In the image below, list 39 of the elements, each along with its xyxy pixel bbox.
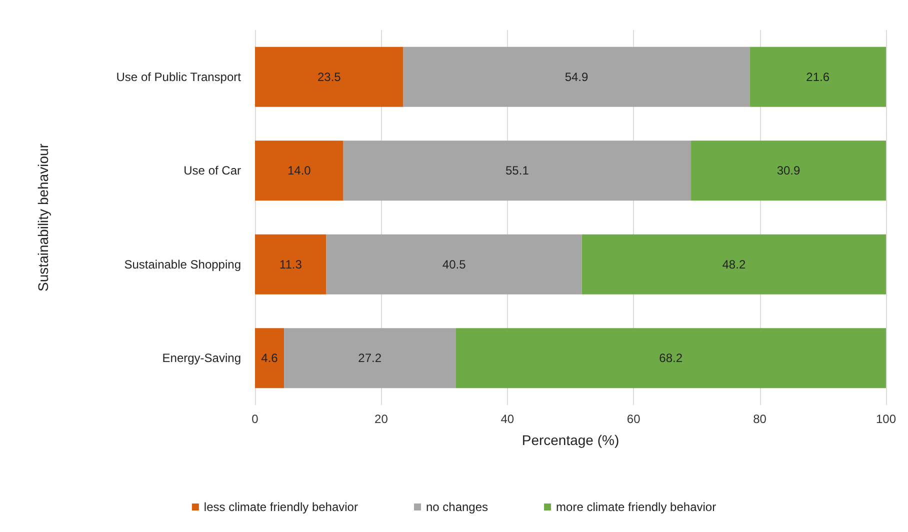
bar	[284, 328, 456, 388]
bar	[343, 140, 692, 201]
x-tick-label: 0	[252, 412, 259, 426]
x-tick-label: 100	[876, 412, 896, 426]
x-tick-label: 20	[374, 412, 388, 426]
bar	[456, 328, 886, 388]
x-tick-label: 60	[626, 412, 641, 426]
bar	[403, 46, 750, 107]
legend-label: more climate friendly behavior	[556, 500, 716, 514]
data-label: 14.0	[287, 164, 312, 178]
data-label: 21.6	[806, 70, 830, 84]
data-label: 27.2	[358, 351, 382, 366]
data-label: 30.9	[776, 164, 801, 178]
data-label: 23.5	[317, 70, 342, 84]
bar	[691, 140, 886, 201]
data-label: 40.5	[442, 257, 466, 272]
legend-label: no changes	[426, 500, 488, 514]
bar	[255, 46, 404, 107]
x-tick-label: 80	[753, 412, 767, 426]
y-tick-label: Use of Public Transport	[116, 70, 242, 84]
data-label: 54.9	[564, 70, 588, 84]
bar	[582, 234, 886, 294]
x-axis-title: Percentage (%)	[522, 432, 620, 448]
data-label: 48.2	[722, 257, 746, 272]
bar	[255, 328, 284, 388]
data-label: 68.2	[659, 351, 683, 366]
y-tick-label: Sustainable Shopping	[124, 257, 241, 272]
data-label: 55.1	[506, 164, 530, 178]
bar	[326, 234, 582, 294]
x-tick-label: 40	[500, 412, 514, 426]
y-axis-title: Sustainability behaviour	[35, 143, 51, 292]
legend-label: less climate friendly behavior	[204, 500, 358, 514]
data-label: 11.3	[279, 257, 302, 272]
data-label: 4.6	[261, 351, 278, 366]
y-tick-label: Use of Car	[184, 164, 241, 178]
y-tick-label: Energy-Saving	[162, 351, 241, 366]
bar	[255, 234, 326, 294]
bar	[255, 140, 344, 201]
bar	[750, 46, 886, 107]
